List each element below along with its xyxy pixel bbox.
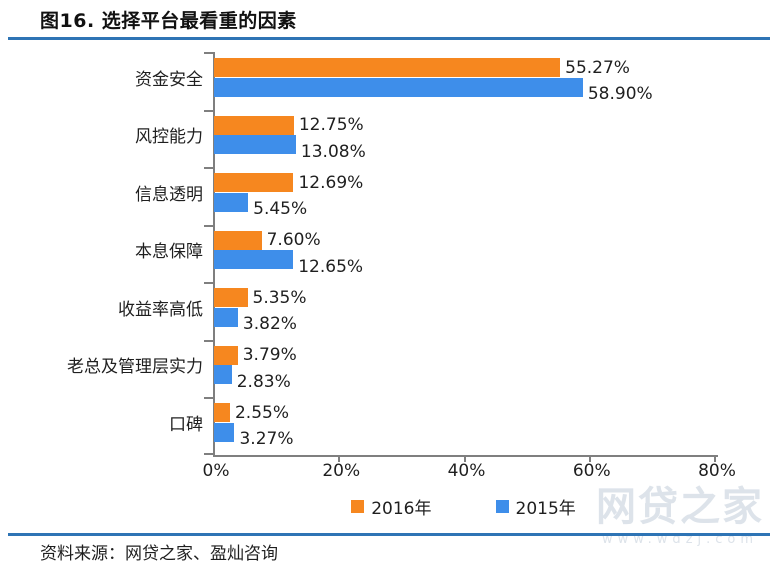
y-axis-tick xyxy=(204,224,213,227)
y-axis-tick xyxy=(204,339,213,342)
category-label: 收益率高低 xyxy=(118,299,203,320)
y-axis-tick xyxy=(204,452,213,455)
legend-item-2016: 2016年 xyxy=(351,494,432,519)
x-axis-tick xyxy=(588,457,591,462)
value-label-2015年: 3.27% xyxy=(239,429,294,450)
category-label: 信息透明 xyxy=(135,184,203,205)
bar-2015年 xyxy=(214,135,296,155)
y-axis-tick xyxy=(204,52,213,54)
bar-2015年 xyxy=(214,307,238,327)
bar-2016年 xyxy=(214,58,561,77)
x-axis-label: 20% xyxy=(322,461,361,481)
watermark-brand-text: 网贷之家 xyxy=(596,484,764,530)
bar-2016年 xyxy=(214,288,248,308)
value-label-2015年: 12.65% xyxy=(298,256,364,277)
bar-2015年 xyxy=(214,365,232,385)
x-axis-tick xyxy=(714,457,716,462)
y-axis-tick xyxy=(204,109,213,112)
category-label: 资金安全 xyxy=(135,69,203,90)
category-label: 风控能力 xyxy=(135,127,203,148)
value-label-2015年: 5.45% xyxy=(253,199,308,220)
legend-label-2016: 2016年 xyxy=(371,499,432,519)
x-axis-label: 40% xyxy=(447,461,486,481)
bottom-divider-rule xyxy=(8,533,770,536)
bar-2015年 xyxy=(214,422,235,442)
bar-2015年 xyxy=(214,77,583,97)
value-label-2015年: 2.83% xyxy=(236,371,291,392)
y-axis-tick xyxy=(204,397,213,400)
y-axis-tick xyxy=(204,167,213,170)
category-label: 老总及管理层实力 xyxy=(67,357,203,378)
value-label-2016年: 2.55% xyxy=(234,402,289,423)
category-label: 口碑 xyxy=(169,414,203,435)
value-label-2015年: 3.82% xyxy=(242,314,297,335)
value-label-2016年: 7.60% xyxy=(266,230,321,251)
bar-2016年 xyxy=(214,115,294,135)
bar-2016年 xyxy=(214,345,238,365)
top-divider-rule xyxy=(8,37,770,40)
bar-2016年 xyxy=(214,403,230,423)
legend-swatch-2015 xyxy=(495,500,509,513)
legend-swatch-2016 xyxy=(351,500,365,513)
x-axis-label: 0% xyxy=(202,461,230,481)
value-label-2016年: 55.27% xyxy=(565,57,630,78)
bar-2016年 xyxy=(214,230,262,250)
value-label-2016年: 3.79% xyxy=(242,345,297,366)
x-axis-line xyxy=(213,455,718,457)
chart-legend: 2016年 2015年 xyxy=(213,494,714,519)
x-axis-label: 60% xyxy=(572,461,611,481)
bar-2016年 xyxy=(214,173,294,193)
x-axis-label: 80% xyxy=(698,461,736,481)
watermark: 网贷之家 www.wdzj.com xyxy=(596,483,764,547)
legend-label-2015: 2015年 xyxy=(515,499,576,519)
value-label-2016年: 5.35% xyxy=(252,287,307,308)
bar-2015年 xyxy=(214,250,294,270)
legend-item-2015: 2015年 xyxy=(495,494,576,519)
x-axis-tick xyxy=(463,457,466,462)
x-axis-tick xyxy=(338,457,341,462)
value-label-2016年: 12.75% xyxy=(298,115,364,136)
value-label-2015年: 13.08% xyxy=(300,141,366,162)
y-axis-tick xyxy=(204,282,213,285)
figure-title: 图16. 选择平台最看重的因素 xyxy=(40,10,297,32)
value-label-2015年: 58.90% xyxy=(587,84,653,104)
value-label-2016年: 12.69% xyxy=(298,172,364,193)
category-label: 本息保障 xyxy=(135,242,203,263)
source-note: 资料来源：网贷之家、盈灿咨询 xyxy=(40,544,278,561)
bar-2015年 xyxy=(214,192,249,212)
